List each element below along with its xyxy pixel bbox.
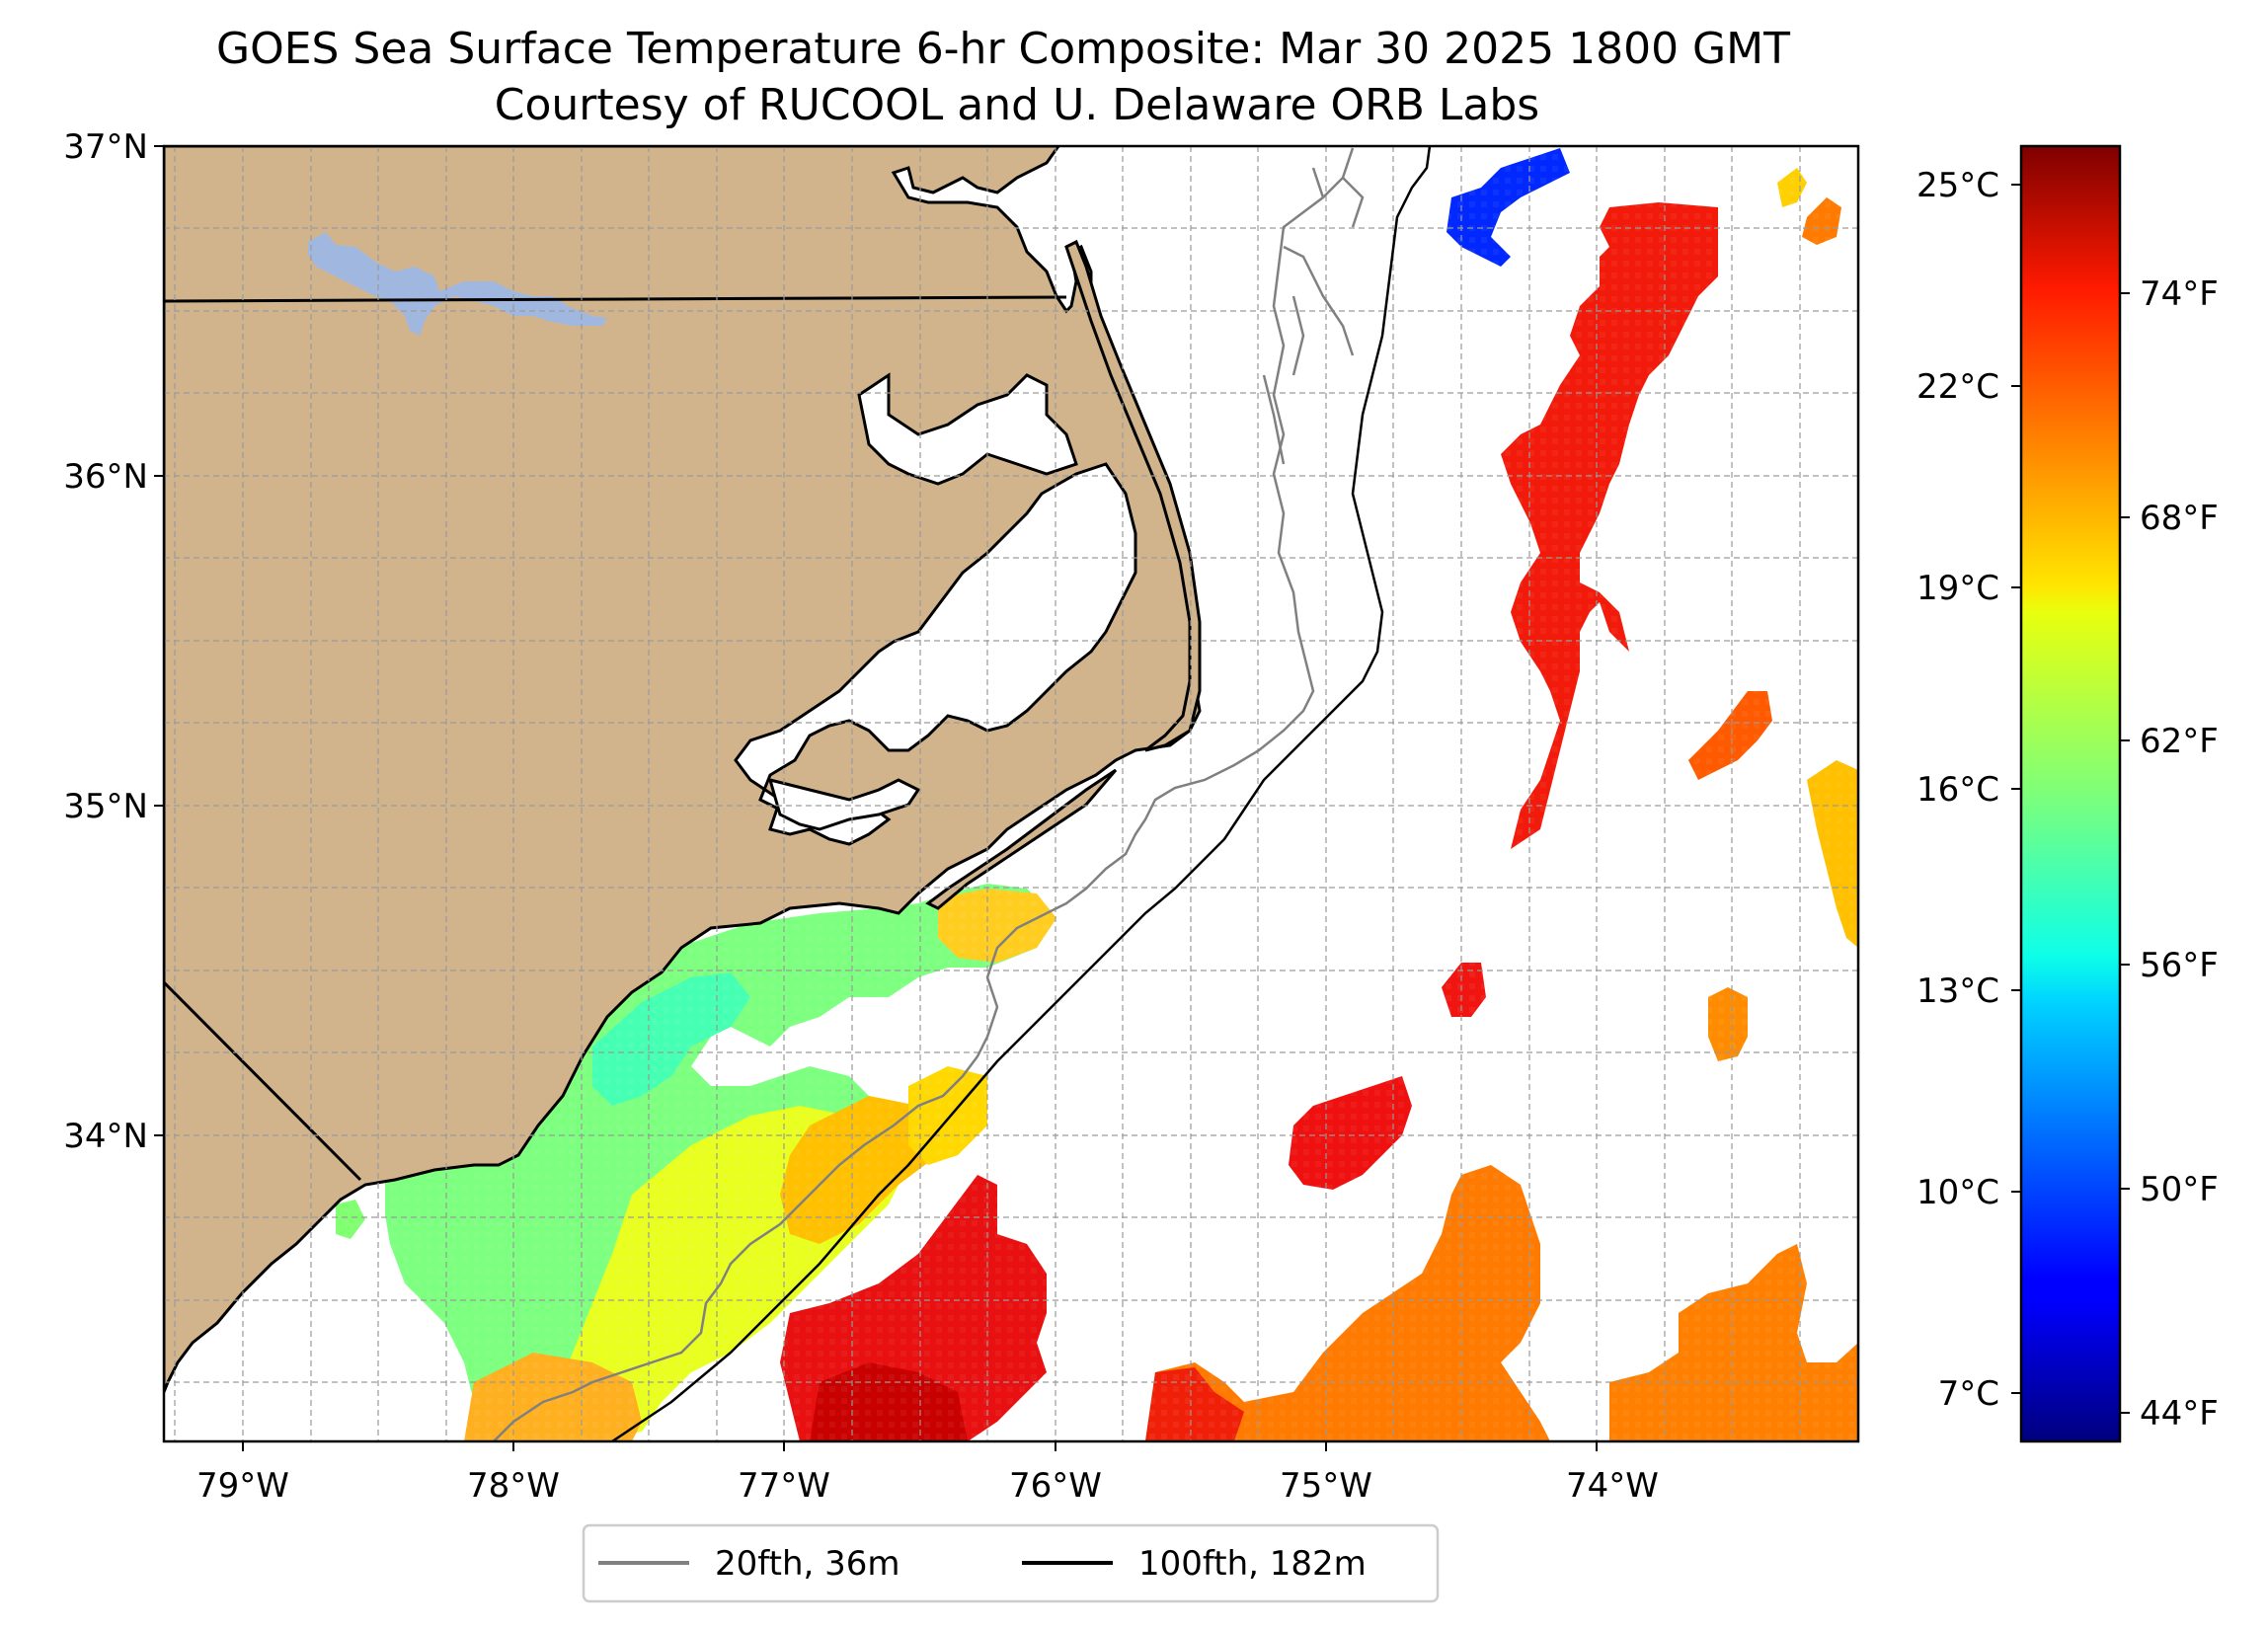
isobath-20fth-north — [1262, 167, 1365, 465]
neuse-river — [767, 777, 921, 831]
isobath-20fth — [493, 147, 1355, 1441]
axis-ticks — [154, 145, 1598, 1451]
longitude-labels: 79°W 78°W 77°W 76°W 75°W 74°W — [196, 1466, 1659, 1506]
figure-subtitle: Courtesy of RUCOOL and U. Delaware ORB L… — [495, 80, 1539, 130]
lat-label: 36°N — [63, 457, 148, 497]
lon-label: 74°W — [1566, 1466, 1659, 1506]
lon-label: 78°W — [467, 1466, 560, 1506]
kerr-lake — [308, 232, 607, 336]
outer-banks — [1064, 239, 1202, 752]
colorbar-celsius-label: 10°C — [1916, 1173, 1999, 1212]
lon-label: 79°W — [196, 1466, 289, 1506]
colorbar-fahrenheit-label: 50°F — [2140, 1170, 2219, 1209]
isobath-100fth — [611, 146, 1432, 1441]
figure-title: GOES Sea Surface Temperature 6-hr Compos… — [216, 24, 1790, 74]
colorbar-fahrenheit-label: 68°F — [2140, 499, 2219, 538]
map-frame — [162, 144, 1860, 1443]
lon-label: 75°W — [1280, 1466, 1372, 1506]
colorbar-celsius-label: 16°C — [1916, 770, 1999, 810]
colorbar: 25°C 22°C 19°C 16°C 13°C 10°C 7°C 74°F 6… — [1916, 144, 2219, 1443]
colorbar-celsius-label: 19°C — [1916, 569, 1999, 608]
colorbar-fahrenheit-label: 44°F — [2140, 1394, 2219, 1434]
graticule — [164, 146, 1858, 1441]
colorbar-celsius-label: 13°C — [1916, 971, 1999, 1011]
colorbar-celsius-label: 22°C — [1916, 367, 1999, 407]
lat-label: 35°N — [63, 787, 148, 826]
legend-label-100fth: 100fth, 182m — [1138, 1544, 1367, 1584]
latitude-labels: 37°N 36°N 35°N 34°N — [63, 127, 148, 1156]
lon-label: 76°W — [1009, 1466, 1102, 1506]
legend-box — [582, 1523, 1440, 1603]
lon-label: 77°W — [738, 1466, 830, 1506]
map-panel — [164, 146, 1858, 1441]
colorbar-celsius-label: 7°C — [1938, 1374, 1999, 1414]
legend-label-20fth: 20fth, 36m — [715, 1544, 900, 1584]
lat-label: 34°N — [63, 1117, 148, 1156]
nc-sc-border — [164, 980, 362, 1182]
colorbar-fahrenheit-label: 62°F — [2140, 722, 2219, 761]
colorbar-gradient — [2019, 144, 2122, 1443]
colorbar-fahrenheit-label: 74°F — [2140, 274, 2219, 314]
albemarle-sound — [857, 372, 1078, 486]
nc-va-border — [164, 295, 1067, 303]
lat-label: 37°N — [63, 127, 148, 167]
colorbar-celsius-label: 25°C — [1916, 166, 1999, 205]
legend: 20fth, 36m 100fth, 182m — [582, 1523, 1440, 1603]
colorbar-fahrenheit-label: 56°F — [2140, 946, 2219, 985]
core-banks — [925, 768, 1118, 910]
